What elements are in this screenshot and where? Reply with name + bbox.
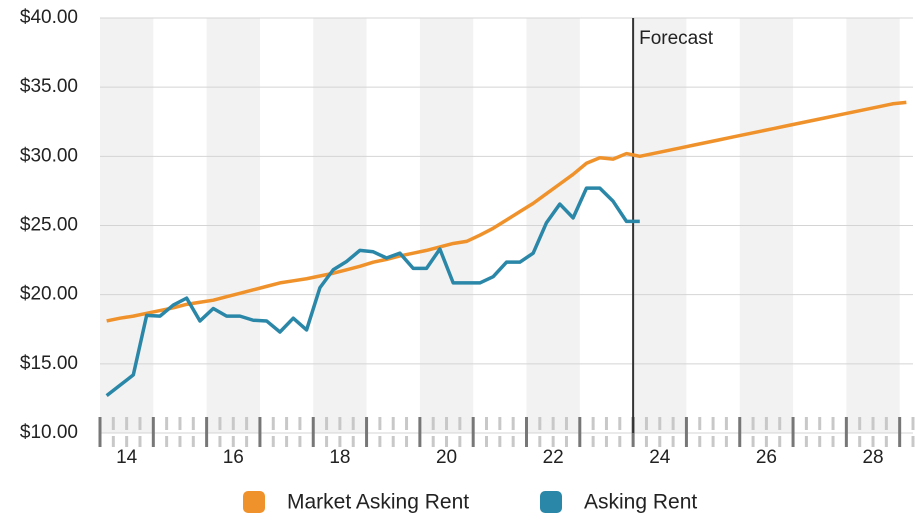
legend-label: Market Asking Rent: [287, 491, 469, 514]
x-tick-label: 28: [862, 447, 883, 468]
y-tick-label: $35.00: [20, 76, 78, 97]
x-tick-label: 24: [649, 447, 671, 468]
y-tick-label: $25.00: [20, 215, 78, 236]
labels: $10.00 $15.00 $20.00 $25.00 $30.00 $35.00 $40.…: [20, 7, 884, 514]
legend-label: Asking Rent: [584, 491, 697, 514]
x-tick-label: 16: [223, 447, 244, 468]
series-line: [106, 100, 907, 323]
y-tick-label: $15.00: [20, 353, 78, 374]
x-tick-label: 20: [436, 447, 457, 468]
x-axis: [98, 417, 915, 447]
lines: [105, 18, 907, 433]
x-tick-label: 26: [756, 447, 777, 468]
y-tick-label: $30.00: [20, 145, 78, 166]
y-tick-label: $10.00: [20, 422, 78, 443]
x-tick-label: 22: [543, 447, 564, 468]
annotation: Forecast: [639, 28, 714, 49]
y-tick-label: $20.00: [20, 284, 78, 305]
y-tick-label: $40.00: [20, 7, 78, 28]
x-tick-label: 14: [116, 447, 138, 468]
legend-swatch: [243, 491, 265, 513]
legend-swatch: [540, 491, 562, 513]
x-tick-label: 18: [329, 447, 350, 468]
series-line: [105, 186, 640, 398]
